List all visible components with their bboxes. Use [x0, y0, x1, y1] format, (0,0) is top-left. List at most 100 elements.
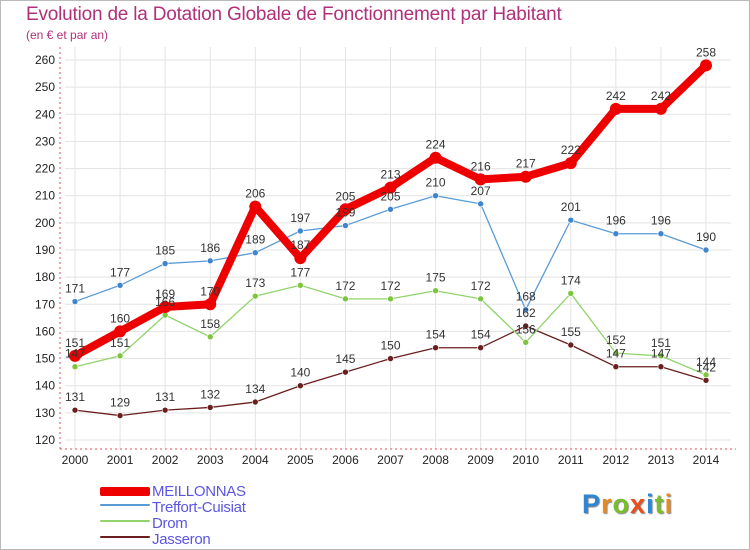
x-tick-label: 2004 [242, 453, 269, 467]
x-tick-label: 2011 [558, 453, 584, 467]
data-point-meillonnas [654, 102, 667, 115]
logo-letter: i [664, 489, 674, 519]
y-tick-label: 190 [35, 243, 55, 257]
x-tick-label: 2005 [287, 453, 314, 467]
y-tick-label: 250 [35, 80, 55, 94]
x-tick-label: 2001 [107, 453, 134, 467]
legend-swatch-jasseron [100, 536, 150, 538]
data-point-drom [567, 290, 575, 297]
data-label-jasseron: 162 [516, 306, 536, 320]
chart-title: Evolution de la Dotation Globale de Fonc… [26, 4, 562, 25]
data-label-treffort-cuisiat: 210 [426, 176, 446, 190]
y-tick-label: 200 [35, 216, 55, 230]
data-label-drom: 172 [335, 279, 355, 293]
data-label-treffort-cuisiat: 171 [65, 282, 85, 296]
data-point-treffort-cuisiat [342, 222, 349, 229]
data-point-drom [612, 349, 620, 357]
data-point-drom [432, 287, 439, 295]
data-label-meillonnas: 258 [696, 45, 716, 59]
data-label-jasseron: 142 [696, 360, 716, 374]
data-point-meillonnas [159, 301, 172, 313]
data-label-drom: 144 [696, 355, 716, 369]
y-tick-label: 140 [35, 379, 55, 393]
data-label-jasseron: 154 [426, 328, 446, 342]
data-point-meillonnas [114, 325, 127, 338]
data-label-meillonnas: 160 [110, 311, 130, 325]
data-point-meillonnas [609, 102, 622, 115]
data-point-drom [702, 371, 710, 379]
y-tick-label: 210 [35, 189, 55, 203]
x-tick-label: 2000 [62, 453, 89, 467]
data-point-treffort-cuisiat [206, 257, 214, 265]
data-point-treffort-cuisiat [522, 306, 530, 314]
logo-letter: t [654, 489, 665, 519]
y-tick-label: 220 [35, 162, 55, 176]
data-point-treffort-cuisiat [297, 227, 304, 235]
x-tick-label: 2013 [648, 453, 675, 467]
data-label-jasseron: 145 [335, 352, 355, 366]
data-point-jasseron [702, 376, 710, 384]
data-label-jasseron: 155 [561, 325, 581, 339]
data-label-drom: 151 [651, 336, 671, 350]
data-point-jasseron [71, 406, 79, 414]
data-label-treffort-cuisiat: 197 [290, 211, 310, 225]
data-point-treffort-cuisiat [702, 246, 710, 254]
data-label-treffort-cuisiat: 207 [471, 184, 491, 198]
data-point-drom [657, 352, 665, 360]
data-point-jasseron [251, 398, 259, 406]
data-label-treffort-cuisiat: 201 [561, 200, 581, 214]
y-tick-label: 120 [35, 433, 55, 447]
data-label-drom: 175 [426, 271, 446, 285]
x-tick-label: 2012 [603, 453, 630, 467]
x-tick-label: 2009 [467, 453, 494, 467]
data-point-meillonnas [69, 349, 81, 362]
data-point-drom [206, 333, 214, 341]
data-label-drom: 158 [200, 317, 220, 331]
data-point-jasseron [387, 355, 394, 362]
y-tick-label: 240 [35, 107, 55, 121]
data-label-meillonnas: 242 [606, 89, 626, 103]
data-label-treffort-cuisiat: 186 [200, 241, 220, 255]
data-label-treffort-cuisiat: 177 [110, 265, 130, 279]
data-label-meillonnas: 224 [426, 138, 446, 152]
data-label-treffort-cuisiat: 190 [696, 230, 716, 244]
data-label-jasseron: 147 [651, 347, 671, 361]
data-point-jasseron [657, 363, 665, 371]
data-label-meillonnas: 187 [290, 238, 310, 252]
data-point-jasseron [567, 341, 575, 349]
data-label-drom: 152 [606, 333, 626, 347]
chart-axes: 120 130 140 150 160 170 180 190 200 210 220 230 240 2… [35, 47, 736, 467]
data-point-jasseron [116, 412, 124, 419]
data-point-treffort-cuisiat [657, 230, 665, 238]
x-tick-label: 2007 [377, 453, 404, 467]
data-label-treffort-cuisiat: 189 [245, 233, 265, 247]
data-point-meillonnas [204, 298, 217, 311]
data-label-treffort-cuisiat: 205 [380, 189, 400, 203]
data-label-drom: 172 [471, 279, 491, 293]
data-point-drom [116, 352, 124, 360]
data-label-meillonnas: 206 [245, 187, 265, 201]
data-label-treffort-cuisiat: 199 [335, 206, 355, 220]
data-point-meillonnas [339, 203, 352, 216]
data-point-jasseron [432, 344, 439, 352]
legend-label-meillonnas: MEILLONNAS [152, 483, 246, 500]
data-point-jasseron [161, 406, 169, 414]
x-tick-label: 2006 [332, 453, 359, 467]
logo-letter: r [601, 489, 613, 519]
data-point-jasseron [297, 382, 304, 390]
data-point-treffort-cuisiat [71, 298, 79, 305]
data-point-meillonnas [429, 151, 442, 164]
data-point-treffort-cuisiat [387, 205, 394, 213]
data-label-jasseron: 129 [110, 396, 130, 410]
data-point-jasseron [206, 404, 214, 411]
y-tick-label: 180 [35, 270, 55, 284]
data-label-drom: 177 [290, 265, 310, 279]
data-label-meillonnas: 242 [651, 89, 671, 103]
data-point-meillonnas [519, 170, 532, 183]
y-tick-label: 260 [35, 53, 55, 67]
y-tick-label: 130 [35, 406, 55, 420]
data-label-jasseron: 134 [245, 382, 265, 396]
legend-swatch-treffort-cuisiat [100, 504, 150, 506]
